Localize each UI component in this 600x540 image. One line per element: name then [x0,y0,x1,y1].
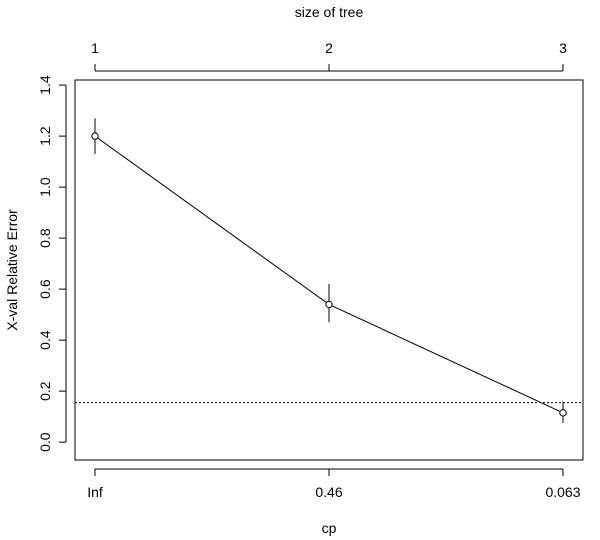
top-axis-label: size of tree [295,4,364,20]
y-tick-label: 0.2 [37,381,53,401]
top-tick-label: 2 [325,40,333,56]
data-point [325,300,333,309]
y-tick-label: 0.4 [37,330,53,350]
x-axis: Inf 0.46 0.063 [87,468,581,500]
top-tick-label: 1 [91,40,99,56]
y-axis-label: X-val Relative Error [4,209,20,331]
y-tick-label: 1.4 [37,75,53,95]
data-point [91,132,99,140]
x-tick-label: Inf [87,484,103,500]
y-tick-label: 1.2 [37,126,53,146]
y-tick-label: 1.0 [37,177,53,197]
top-axis: 1 2 3 [91,40,567,72]
top-tick-label: 3 [559,40,567,56]
y-tick-label: 0.0 [37,432,53,452]
x-tick-label: 0.46 [315,484,342,500]
series-line [94,135,564,414]
series-group [91,118,567,424]
data-point [559,409,567,417]
y-tick-label: 0.8 [37,228,53,248]
plot-frame [74,79,584,461]
x-axis-label: cp [322,520,337,536]
y-tick-label: 0.6 [37,279,53,299]
y-axis: 0.0 0.2 0.4 0.6 0.8 1.0 1.2 1.4 [37,75,67,452]
x-tick-label: 0.063 [545,484,580,500]
